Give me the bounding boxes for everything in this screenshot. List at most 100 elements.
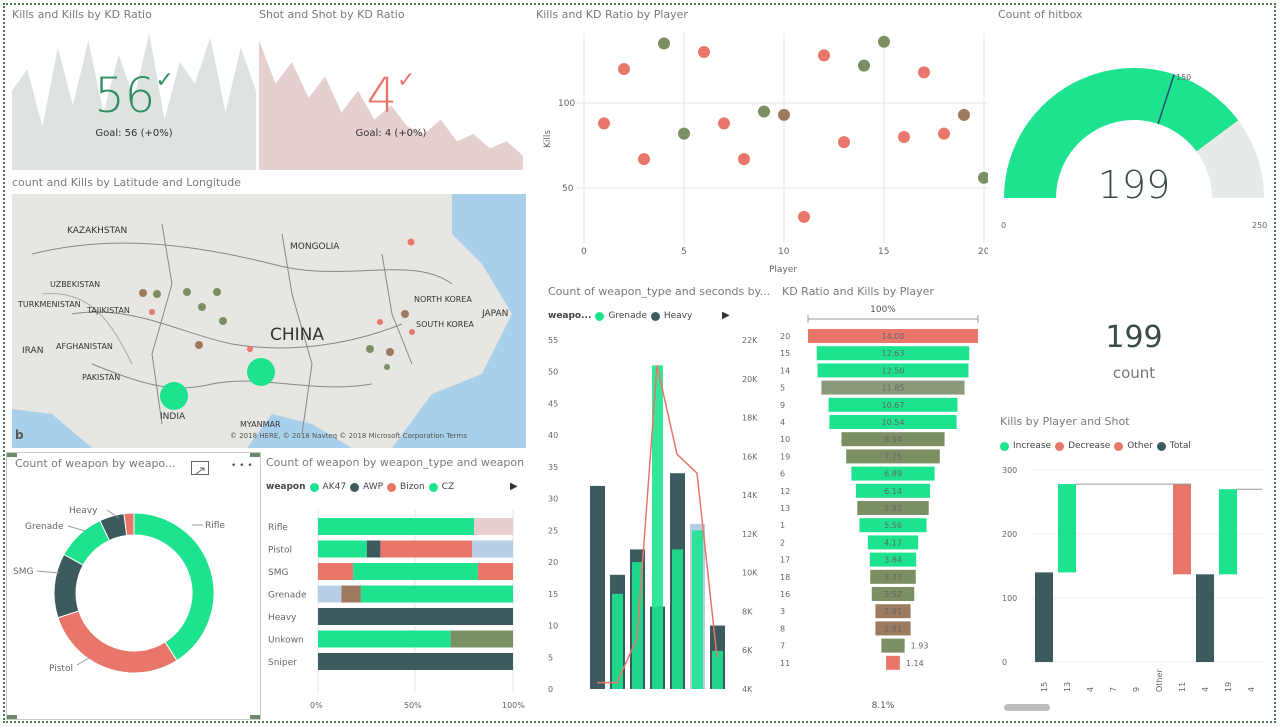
- combo-ytick-right: 22K: [742, 336, 758, 345]
- legend-increase[interactable]: Increase: [1013, 441, 1052, 451]
- combo-ytick-right: 4K: [742, 685, 753, 694]
- combo-ytick-left: 55: [548, 336, 558, 345]
- funnel-value-label: 2.91: [884, 624, 902, 633]
- scatter-point: [898, 131, 910, 143]
- scatter-point: [638, 153, 650, 166]
- stacked100-segment: [472, 540, 513, 558]
- stacked100-segment: [318, 585, 342, 603]
- stacked100-segment: [318, 540, 367, 558]
- combo-ytick-left: 0: [548, 685, 553, 694]
- funnel-player-label: 13: [780, 504, 790, 513]
- kpi-kills-value: 56✓: [94, 68, 174, 124]
- legend-cz-swatch: [428, 482, 438, 492]
- funnel-player-label: 9: [780, 401, 785, 410]
- funnel-value-label: 10.67: [882, 401, 905, 410]
- combo-ytick-left: 10: [548, 622, 558, 631]
- combo-ytick-left: 20: [548, 558, 558, 567]
- waterfall-xtick: 15: [1040, 682, 1049, 692]
- funnel-player-label: 3: [780, 607, 785, 616]
- waterfall-bar: [1035, 572, 1053, 662]
- legend-awp[interactable]: AWP: [363, 482, 384, 492]
- map-canvas[interactable]: KAZAKHSTAN MONGOLIA UZBEKISTAN TURKMENIS…: [12, 194, 526, 448]
- selection-corner-tl: [7, 453, 17, 457]
- legend-total[interactable]: Total: [1169, 441, 1191, 451]
- stacked100-title: Count of weapon by weapon_type and weapo…: [266, 456, 525, 469]
- donut-chart: Rifle Pistol SMG Grenade Heavy: [13, 506, 225, 674]
- map-copyright[interactable]: © 2018 HERE, © 2018 Navteq © 2018 Micros…: [230, 432, 467, 440]
- combo-tile[interactable]: Count of weapon_type and seconds by... w…: [542, 283, 774, 695]
- scatter-tile[interactable]: Kills and KD Ratio by Player Kills 100 5…: [536, 8, 988, 283]
- legend-heavy[interactable]: Heavy: [663, 311, 693, 321]
- legend-increase-swatch: [1000, 441, 1009, 451]
- map-label-mongolia: MONGOLIA: [290, 242, 340, 252]
- map-label-china: CHINA: [270, 325, 325, 345]
- legend-ak47[interactable]: AK47: [322, 482, 347, 492]
- donut-label-smg: SMG: [13, 567, 33, 577]
- legend-next-icon[interactable]: ▶: [510, 481, 518, 492]
- combo-bar: [712, 650, 723, 689]
- legend-bizon-swatch: [387, 482, 397, 492]
- scatter-point: [958, 108, 970, 121]
- scatter-point: [858, 59, 870, 72]
- map-label-south-korea: SOUTH KOREA: [416, 320, 474, 329]
- funnel-player-label: 17: [780, 556, 790, 565]
- scatter-point: [698, 46, 710, 58]
- gauge-target-label: 150: [1176, 73, 1191, 82]
- funnel-bar: [875, 604, 911, 619]
- waterfall-xtick: 4: [1086, 687, 1095, 692]
- stacked100-segment: [380, 540, 473, 558]
- funnel-player-label: 14: [780, 366, 790, 375]
- kpi-shot-value: 4✓: [366, 68, 416, 124]
- stacked100-segment: [341, 585, 361, 603]
- kpi-shot-tile[interactable]: Shot and Shot by KD Ratio 4✓ Goal: 4 (+0…: [259, 8, 523, 170]
- stacked100-segment: [318, 653, 513, 670]
- gauge-max: 250: [1252, 221, 1267, 230]
- scatter-xtick-15: 15: [878, 247, 889, 257]
- legend-other[interactable]: Other: [1127, 441, 1153, 451]
- more-icon[interactable]: • • •: [231, 461, 253, 471]
- legend-grenade[interactable]: Grenade: [608, 311, 647, 321]
- waterfall-xtick: 7: [1109, 687, 1118, 692]
- legend-decrease[interactable]: Decrease: [1068, 441, 1111, 451]
- scatter-title: Kills and KD Ratio by Player: [536, 8, 688, 21]
- waterfall-tile[interactable]: Kills by Player and Shot Increase Decrea…: [998, 413, 1270, 715]
- map-label-uzbekistan: UZBEKISTAN: [50, 280, 101, 289]
- waterfall-xtick: 4: [1247, 687, 1256, 692]
- combo-ytick-left: 15: [548, 590, 558, 599]
- scatter-point: [658, 37, 670, 50]
- count-card[interactable]: 199 count: [998, 300, 1270, 395]
- combo-bar: [590, 485, 605, 689]
- stacked100-tile[interactable]: Count of weapon by weapon_type and weapo…: [266, 452, 536, 720]
- combo-ytick-left: 25: [548, 526, 558, 535]
- funnel-tile[interactable]: KD Ratio and Kills by Player 100% 8.1% 2…: [778, 283, 988, 715]
- donut-tile[interactable]: Count of weapon by weapo... • • • Rifle …: [6, 452, 261, 720]
- combo-chart: 555045403530252015105022K20K18K16K14K12K…: [548, 336, 758, 694]
- combo-ytick-left: 35: [548, 463, 558, 472]
- combo-legend-next-icon[interactable]: ▶: [722, 310, 730, 321]
- funnel-bar: [841, 432, 945, 447]
- selection-corner-bl: [7, 715, 17, 719]
- legend-bizon[interactable]: Bizon: [400, 482, 425, 492]
- funnel-value-label: 10.54: [882, 418, 905, 427]
- horizontal-scrollbar[interactable]: [1004, 704, 1050, 711]
- stacked100-row-label: Grenade: [268, 591, 307, 601]
- scatter-chart: Kills 100 50 0 5 10 15 20 Player: [543, 33, 988, 275]
- stacked100-row-label: Pistol: [268, 546, 292, 556]
- expand-icon[interactable]: [191, 461, 209, 475]
- stacked100-row-label: Heavy: [268, 613, 297, 623]
- check-icon: ✓: [155, 68, 174, 93]
- funnel-value-label: 12.63: [882, 349, 905, 358]
- gauge-tile[interactable]: Count of hitbox 0 250 150 199: [998, 8, 1270, 233]
- kpi-kills-tile[interactable]: Kills and Kills by KD Ratio 56✓ Goal: 56…: [12, 8, 256, 170]
- funnel-bar: [829, 415, 957, 429]
- funnel-value-label: 6.89: [884, 470, 902, 479]
- selection-corner-tr: [250, 453, 260, 457]
- map-label-kazakhstan: KAZAKHSTAN: [67, 226, 128, 236]
- legend-cz[interactable]: CZ: [441, 482, 455, 492]
- scatter-point: [878, 35, 890, 48]
- gauge-chart: 0 250 150: [1001, 68, 1267, 230]
- scatter-xtick-0: 0: [581, 247, 587, 257]
- map-tile[interactable]: count and Kills by Latitude and Longitud…: [12, 176, 526, 448]
- funnel-bar: [870, 569, 916, 584]
- donut-title: Count of weapon by weapo...: [15, 457, 176, 470]
